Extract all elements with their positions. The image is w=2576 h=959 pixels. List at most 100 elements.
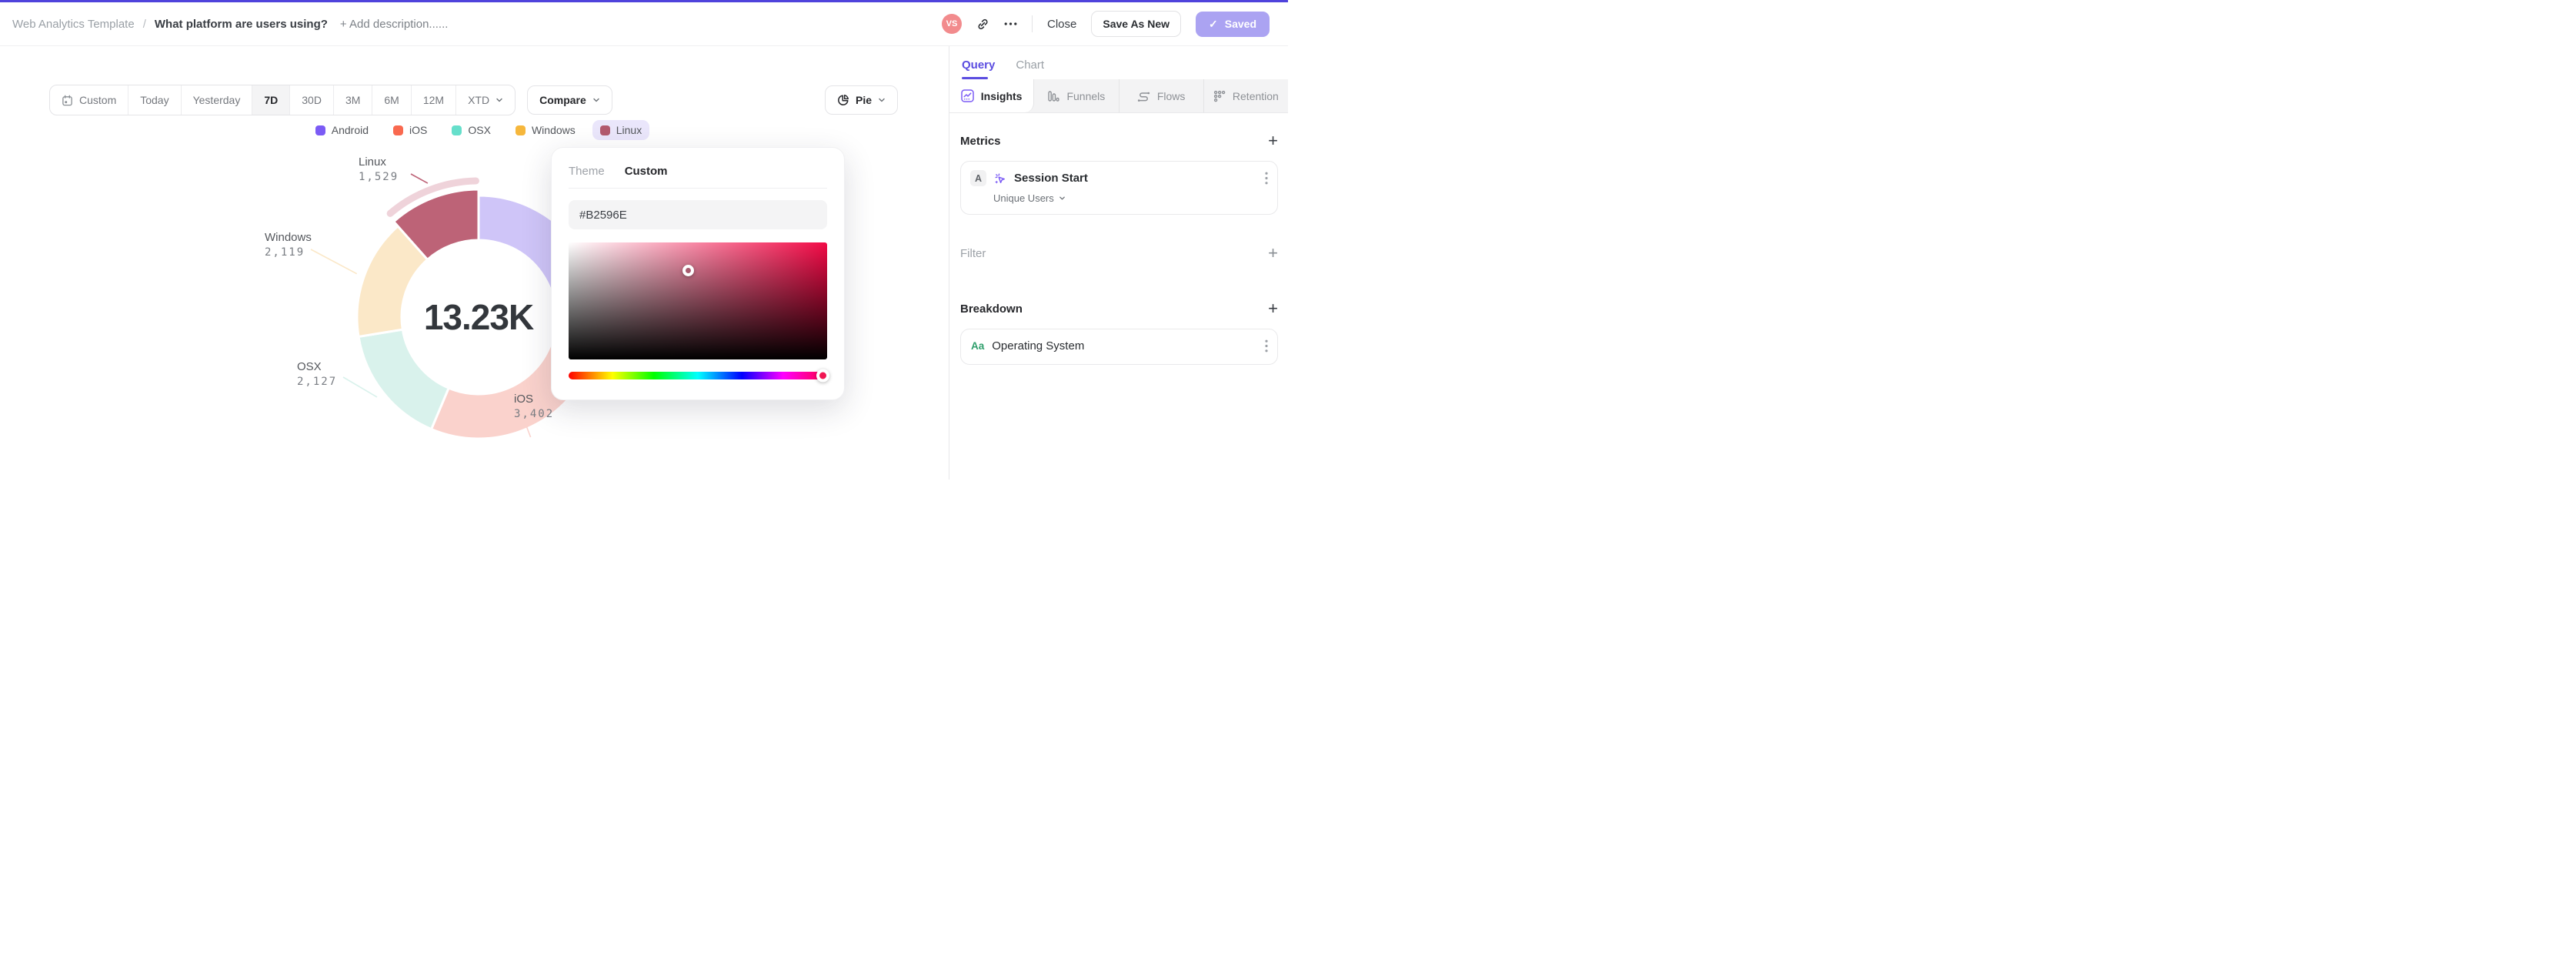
legend-swatch [393,125,404,135]
metric-card[interactable]: A Session Start Unique Users [960,161,1278,215]
aggregation-label: Unique Users [993,192,1054,204]
more-options-button[interactable] [1004,22,1017,25]
legend-swatch [515,125,526,135]
hue-slider[interactable] [569,369,829,383]
range-6m[interactable]: 6M [372,85,410,115]
top-accent-bar [0,0,1288,2]
metric-menu-button[interactable] [1265,172,1268,185]
legend-label: Windows [531,124,576,136]
slice-label-name: iOS [514,393,534,406]
saved-label: Saved [1224,18,1256,30]
subtab-flows[interactable]: Flows [1119,79,1204,112]
saturation-cursor[interactable] [682,264,694,276]
subtab-label: Flows [1156,89,1186,102]
pie-icon [837,94,849,106]
picker-divider [569,188,827,189]
slice-osx[interactable] [357,328,450,431]
slice-label-ios: iOS 3,402 [514,393,554,420]
legend-item-windows[interactable]: Windows [508,120,583,140]
highlight-ring [386,177,479,217]
subtab-funnels[interactable]: Funnels [1034,79,1119,112]
chevron-down-icon [879,98,885,102]
cursor-spark-icon [993,172,1007,185]
breakdown-name[interactable]: Operating System [992,339,1085,353]
breadcrumb[interactable]: Web Analytics Template [12,17,135,31]
chart-legend: Android iOS OSX Windows Linux [9,120,948,140]
save-as-new-button[interactable]: Save As New [1091,11,1182,37]
calendar-icon [62,95,72,105]
range-label: 30D [302,94,322,106]
add-description-button[interactable]: + Add description...... [339,17,449,31]
range-12m[interactable]: 12M [410,85,455,115]
metrics-heading: Metrics [960,134,1001,148]
donut-total: 13.23K [423,297,534,337]
range-3m[interactable]: 3M [332,85,372,115]
chart-type-label: Pie [855,94,872,106]
aggregation-select[interactable]: Unique Users [970,192,1268,204]
link-icon [976,18,989,31]
metric-name[interactable]: Session Start [1014,172,1088,185]
subtab-label: Insights [980,89,1023,102]
subtab-insights[interactable]: Insights [949,79,1035,112]
tab-query[interactable]: Query [962,58,995,79]
range-label: XTD [468,94,490,106]
analysis-subtabs: Insights Funnels Flows Retention [949,79,1288,113]
avatar[interactable]: VS [942,14,963,34]
range-custom[interactable]: Custom [50,85,128,115]
tab-chart[interactable]: Chart [1016,58,1045,72]
chart-type-select[interactable]: Pie [824,85,898,115]
range-label: 3M [345,94,361,106]
breadcrumb-separator: / [142,17,146,31]
property-type-badge: Aa [971,340,985,352]
slice-label-value: 1,529 [359,171,399,183]
add-breakdown-button[interactable]: + [1268,299,1278,318]
hex-color-input[interactable]: #B2596E [569,200,827,229]
metric-series-badge: A [970,170,986,186]
range-7d[interactable]: 7D [252,85,290,115]
legend-label: iOS [409,124,428,136]
query-panel: Query Chart Insights Funnels Flows Retentio… [949,46,1288,480]
legend-label: OSX [468,124,491,136]
page-title[interactable]: What platform are users using? [154,17,328,31]
slice-linux[interactable] [392,188,480,261]
legend-item-android[interactable]: Android [308,120,376,140]
range-label: Custom [79,94,117,106]
add-metric-button[interactable]: + [1268,131,1278,150]
ellipsis-icon [1004,22,1017,25]
slice-label-osx: OSX 2,127 [297,360,337,388]
subtab-retention[interactable]: Retention [1204,79,1288,112]
share-link-button[interactable] [976,18,989,31]
slice-label-name: Windows [265,231,312,244]
range-30d[interactable]: 30D [289,85,333,115]
range-label: Today [140,94,169,106]
breakdown-card[interactable]: Aa Operating System [960,329,1278,365]
legend-item-ios[interactable]: iOS [385,120,435,140]
slice-label-value: 3,402 [514,408,555,420]
kebab-icon [1265,172,1268,185]
chart-toolbar: Custom Today Yesterday 7D 30D 3M 6M 12M XTD Comp… [49,85,898,115]
insights-icon [961,89,974,102]
saved-button[interactable]: ✓ Saved [1196,11,1270,37]
compare-label: Compare [539,94,586,106]
picker-tab-theme[interactable]: Theme [569,165,605,178]
chart-area: Custom Today Yesterday 7D 30D 3M 6M 12M XTD Comp… [0,46,949,480]
range-xtd[interactable]: XTD [455,85,515,115]
hue-handle[interactable] [816,369,829,383]
legend-item-osx[interactable]: OSX [444,120,499,140]
subtab-label: Retention [1232,89,1279,102]
breakdown-menu-button[interactable] [1265,339,1268,353]
slice-label-linux: Linux 1,529 [359,155,399,183]
chevron-down-icon [593,98,599,102]
compare-button[interactable]: Compare [527,85,612,115]
check-icon: ✓ [1209,17,1218,30]
range-today[interactable]: Today [128,85,180,115]
saturation-board[interactable] [569,242,827,359]
picker-tab-custom[interactable]: Custom [624,165,668,178]
range-yesterday[interactable]: Yesterday [180,85,252,115]
close-button[interactable]: Close [1047,17,1077,31]
legend-item-linux[interactable]: Linux [592,120,650,140]
add-filter-button[interactable]: + [1268,243,1278,262]
date-range-group: Custom Today Yesterday 7D 30D 3M 6M 12M XTD [49,85,516,115]
slice-label-name: Linux [359,155,386,169]
flows-icon [1137,92,1150,102]
